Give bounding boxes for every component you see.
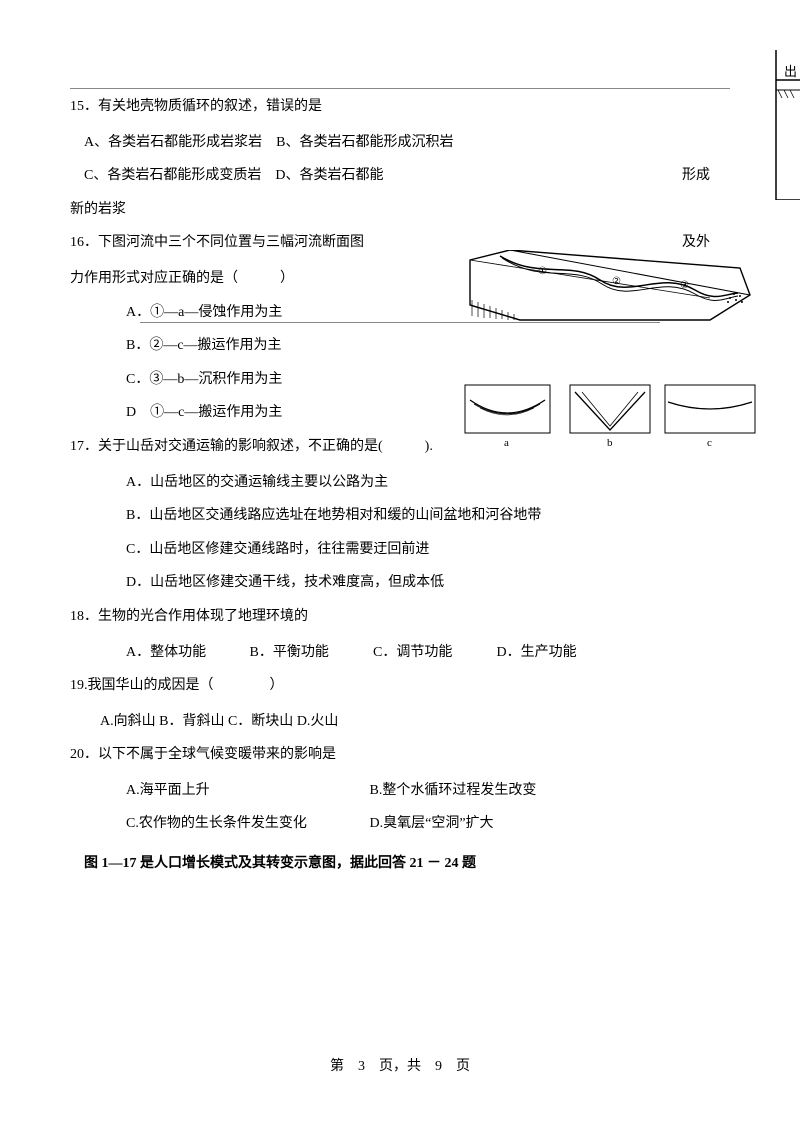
q15-optD-p1: D、各类岩石都能	[275, 168, 383, 183]
block-label-2: ②	[612, 276, 621, 287]
svg-text:c: c	[707, 437, 712, 449]
q20-optD: D.臭氧层“空洞”扩大	[370, 807, 494, 841]
q18-options: A．整体功能 B．平衡功能 C．调节功能 D．生产功能	[70, 636, 730, 670]
footer-current: 3	[358, 1059, 365, 1074]
q15-optD-p2: 形成	[682, 159, 710, 193]
q15-optD-p3: 新的岩浆	[70, 193, 730, 227]
q18-stem: 18．生物的光合作用体现了地理环境的	[70, 600, 730, 634]
figure-cross-sections: a b c	[460, 380, 760, 450]
q19-options: A.向斜山 B．背斜山 C．断块山 D.火山	[70, 705, 730, 739]
q18-optC: C．调节功能	[373, 636, 493, 670]
q15-row2: C、各类岩石都能形成变质岩 D、各类岩石都能 形成	[70, 159, 730, 193]
q15-optC: C、各类岩石都能形成变质岩	[84, 168, 261, 183]
block-label-3: ③	[680, 280, 689, 291]
page-footer: 第 3 页，共 9 页	[0, 1050, 800, 1084]
q20-optB: B.整个水循环过程发生改变	[370, 774, 537, 808]
footer-prefix: 第	[330, 1059, 344, 1074]
side-char: 出	[784, 56, 797, 87]
q16-stem-p2: 及外	[682, 226, 710, 260]
q17-optD: D．山岳地区修建交通干线，技术难度高，但成本低	[70, 566, 730, 600]
q15-stem: 15．有关地壳物质循环的叙述，错误的是	[70, 90, 730, 124]
svg-text:b: b	[607, 437, 613, 449]
q20-stem: 20．以下不属于全球气候变暖带来的影响是	[70, 738, 730, 772]
q17-optB: B．山岳地区交通线路应选址在地势相对和缓的山间盆地和河谷地带	[70, 499, 730, 533]
divider-top	[70, 88, 730, 89]
footer-suffix: 页	[456, 1059, 470, 1074]
q20-row2: C.农作物的生长条件发生变化 D.臭氧层“空洞”扩大	[70, 807, 730, 841]
q17-optC: C．山岳地区修建交通线路时，往往需要迂回前进	[70, 533, 730, 567]
q16-optB: B．②—c—搬运作用为主	[70, 329, 730, 363]
q17-optA: A．山岳地区的交通运输线主要以公路为主	[70, 466, 730, 500]
q20-optA: A.海平面上升	[126, 774, 366, 808]
footer-total: 9	[435, 1059, 442, 1074]
svg-text:a: a	[504, 437, 509, 449]
q19-optB: B．背斜山	[159, 714, 224, 729]
footer-mid: 页，共	[379, 1059, 421, 1074]
q18-optB: B．平衡功能	[250, 636, 370, 670]
instruction-21-24: 图 1—17 是人口增长模式及其转变示意图，据此回答 21 － 24 题	[70, 847, 730, 881]
q15-optB: B、各类岩石都能形成沉积岩	[276, 135, 453, 150]
q19-optD: D.火山	[297, 714, 339, 729]
q20-optC: C.农作物的生长条件发生变化	[126, 807, 366, 841]
side-partial-figure: 出	[770, 50, 800, 200]
figure-river-block: ① ② ③	[460, 250, 760, 330]
page-content: 15．有关地壳物质循环的叙述，错误的是 A、各类岩石都能形成岩浆岩 B、各类岩石…	[70, 90, 730, 881]
q18-optD: D．生产功能	[497, 636, 617, 670]
q15-optA: A、各类岩石都能形成岩浆岩	[84, 135, 262, 150]
q18-optA: A．整体功能	[126, 636, 246, 670]
q15-row1: A、各类岩石都能形成岩浆岩 B、各类岩石都能形成沉积岩	[70, 126, 730, 160]
q19-stem: 19.我国华山的成因是（ ）	[70, 669, 730, 703]
q16-stem-p1: 16．下图河流中三个不同位置与三幅河流断面图	[70, 235, 364, 250]
q16-stem-row: 16．下图河流中三个不同位置与三幅河流断面图 及外	[70, 226, 730, 260]
q19-optC: C．断块山	[228, 714, 293, 729]
q20-row1: A.海平面上升 B.整个水循环过程发生改变	[70, 774, 730, 808]
q19-optA: A.向斜山	[100, 714, 156, 729]
block-label-1: ①	[538, 266, 547, 277]
